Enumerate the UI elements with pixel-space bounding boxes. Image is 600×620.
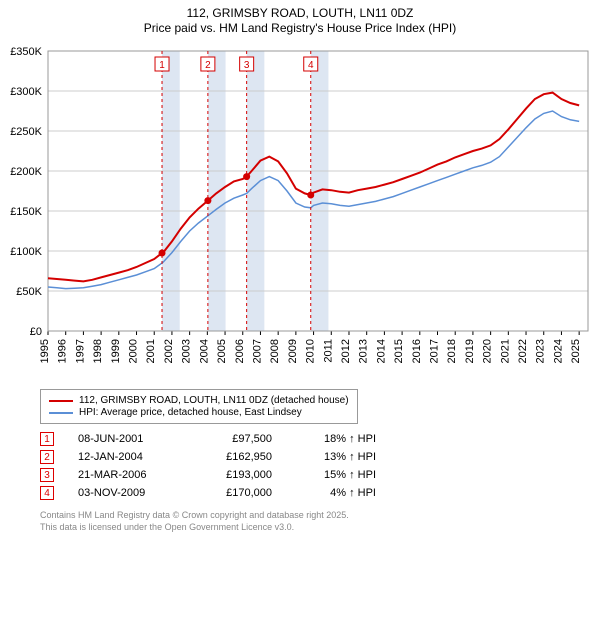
footer: Contains HM Land Registry data © Crown c… [40,510,600,533]
tx-price: £170,000 [202,487,272,499]
legend-row-0: 112, GRIMSBY ROAD, LOUTH, LN11 0DZ (deta… [49,395,349,406]
svg-text:2013: 2013 [358,339,370,363]
svg-text:3: 3 [244,60,250,71]
svg-text:2014: 2014 [375,339,387,363]
chart-title: 112, GRIMSBY ROAD, LOUTH, LN11 0DZ Price… [0,0,600,37]
svg-text:£250K: £250K [10,126,42,138]
legend-swatch-0 [49,400,73,402]
chart-svg: £0 £50K £100K £150K £200K £250K £300K £350K 1995… [0,43,600,383]
legend: 112, GRIMSBY ROAD, LOUTH, LN11 0DZ (deta… [40,389,358,424]
title-line1: 112, GRIMSBY ROAD, LOUTH, LN11 0DZ [0,6,600,20]
svg-text:2020: 2020 [482,339,494,363]
tx-pct: 15% ↑ HPI [296,469,376,481]
svg-text:2012: 2012 [340,339,352,363]
svg-text:2000: 2000 [128,339,140,363]
tx-price: £162,950 [202,451,272,463]
svg-text:£0: £0 [30,326,42,338]
svg-text:2: 2 [205,60,211,71]
tx-date: 08-JUN-2001 [78,433,178,445]
svg-text:1997: 1997 [74,339,86,363]
svg-text:2021: 2021 [499,339,511,363]
svg-text:2015: 2015 [393,339,405,363]
svg-text:1999: 1999 [110,339,122,363]
svg-text:£200K: £200K [10,166,42,178]
svg-text:2010: 2010 [305,339,317,363]
tx-marker: 2 [40,450,54,464]
svg-text:1996: 1996 [57,339,69,363]
svg-text:1998: 1998 [92,339,104,363]
svg-text:2009: 2009 [287,339,299,363]
tx-date: 12-JAN-2004 [78,451,178,463]
svg-text:2006: 2006 [234,339,246,363]
svg-text:2016: 2016 [411,339,423,363]
svg-text:1995: 1995 [39,339,51,363]
tx-pct: 4% ↑ HPI [296,487,376,499]
svg-text:4: 4 [308,60,314,71]
table-row: 4 03-NOV-2009 £170,000 4% ↑ HPI [40,486,600,500]
legend-label-0: 112, GRIMSBY ROAD, LOUTH, LN11 0DZ (deta… [79,395,349,406]
svg-text:2022: 2022 [517,339,529,363]
svg-text:2011: 2011 [322,339,334,363]
svg-text:2024: 2024 [552,339,564,363]
legend-row-1: HPI: Average price, detached house, East… [49,407,349,418]
legend-label-1: HPI: Average price, detached house, East… [79,407,302,418]
tx-date: 21-MAR-2006 [78,469,178,481]
svg-text:2007: 2007 [251,339,263,363]
svg-text:2004: 2004 [198,339,210,363]
tx-marker: 4 [40,486,54,500]
title-line2: Price paid vs. HM Land Registry's House … [0,21,600,35]
svg-text:2003: 2003 [181,339,193,363]
footer-line1: Contains HM Land Registry data © Crown c… [40,510,600,522]
tx-price: £97,500 [202,433,272,445]
svg-text:2008: 2008 [269,339,281,363]
table-row: 2 12-JAN-2004 £162,950 13% ↑ HPI [40,450,600,464]
tx-pct: 13% ↑ HPI [296,451,376,463]
svg-text:2018: 2018 [446,339,458,363]
svg-text:2001: 2001 [145,339,157,363]
transaction-table: 1 08-JUN-2001 £97,500 18% ↑ HPI 2 12-JAN-2004… [40,432,600,500]
table-row: 1 08-JUN-2001 £97,500 18% ↑ HPI [40,432,600,446]
svg-text:£300K: £300K [10,86,42,98]
svg-text:2019: 2019 [464,339,476,363]
chart-area: £0 £50K £100K £150K £200K £250K £300K £350K 1995… [0,43,600,383]
svg-text:2017: 2017 [429,339,441,363]
svg-text:£100K: £100K [10,246,42,258]
svg-text:2023: 2023 [535,339,547,363]
tx-pct: 18% ↑ HPI [296,433,376,445]
svg-text:2025: 2025 [570,339,582,363]
svg-text:£350K: £350K [10,46,42,58]
tx-price: £193,000 [202,469,272,481]
footer-line2: This data is licensed under the Open Gov… [40,522,600,534]
table-row: 3 21-MAR-2006 £193,000 15% ↑ HPI [40,468,600,482]
tx-marker: 1 [40,432,54,446]
svg-text:£50K: £50K [16,286,42,298]
tx-date: 03-NOV-2009 [78,487,178,499]
svg-text:1: 1 [159,60,165,71]
svg-text:2002: 2002 [163,339,175,363]
svg-text:2005: 2005 [216,339,228,363]
svg-text:£150K: £150K [10,206,42,218]
legend-swatch-1 [49,412,73,414]
tx-marker: 3 [40,468,54,482]
